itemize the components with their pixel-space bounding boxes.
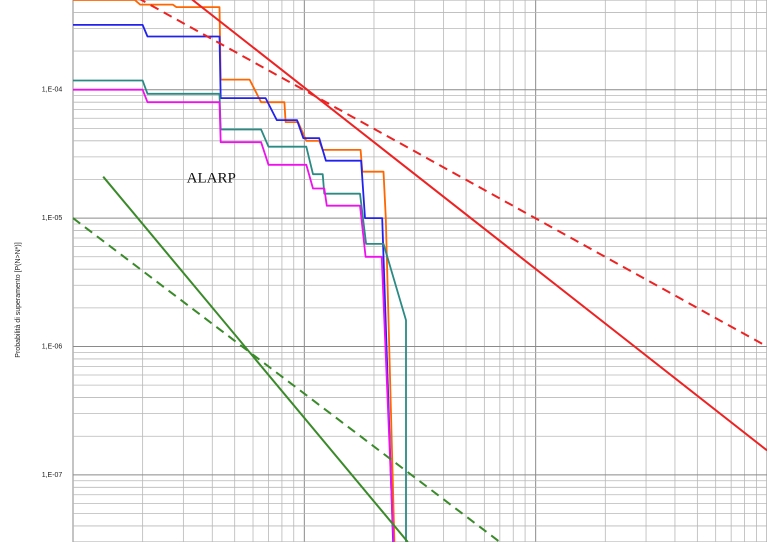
series-lines xyxy=(72,0,767,542)
y-tick-label: 1,E-04 xyxy=(42,87,63,94)
y-tick-label: 1,E-06 xyxy=(42,343,63,350)
y-axis-label: Probabilità di superamento [P(N>N*)] xyxy=(15,242,22,357)
series-line-4 xyxy=(73,88,395,542)
y-tick-label: 1,E-07 xyxy=(42,472,63,479)
series-line-8 xyxy=(72,217,501,542)
y-tick-label: 1,E-05 xyxy=(42,215,63,222)
series-line-3 xyxy=(73,79,407,542)
series-line-5 xyxy=(191,0,767,452)
grid xyxy=(72,0,767,542)
series-line-2 xyxy=(73,23,394,542)
tick-labels: 1,E-04 1,E-05 1,E-06 1,E-07 xyxy=(42,87,63,479)
series-line-7 xyxy=(102,176,409,542)
alarp-annotation: ALARP xyxy=(187,170,236,186)
plot-frame xyxy=(72,0,767,542)
annotations: ALARP xyxy=(187,170,236,186)
